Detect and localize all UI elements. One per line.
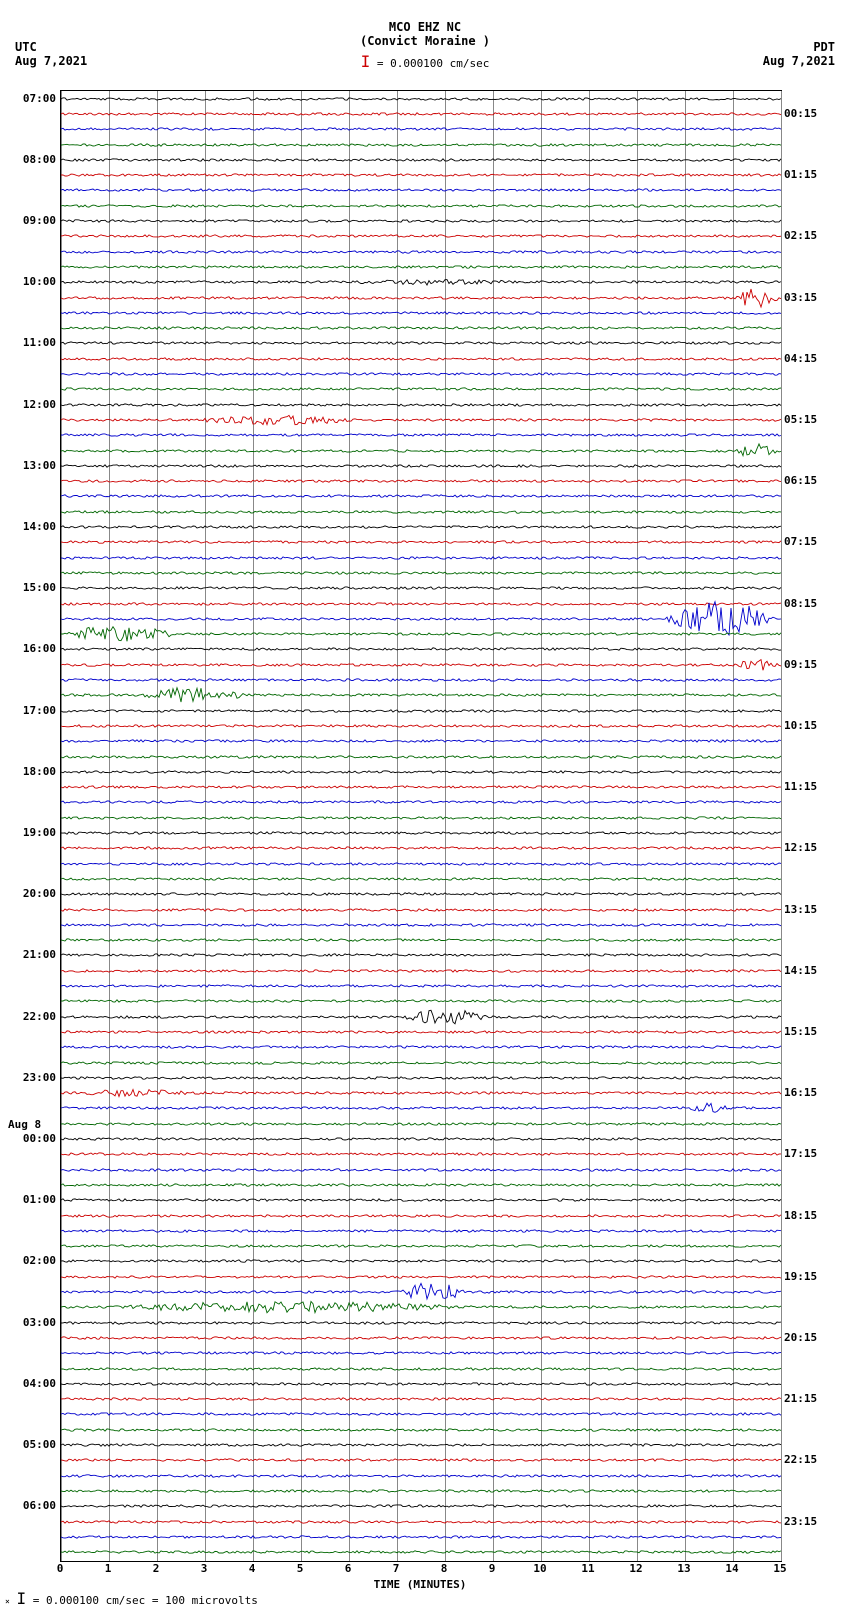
date-label: Aug 8 bbox=[8, 1118, 41, 1131]
time-label-utc: 17:00 bbox=[6, 704, 56, 717]
time-label-pdt: 13:15 bbox=[784, 903, 834, 916]
time-label-utc: 08:00 bbox=[6, 153, 56, 166]
time-label-pdt: 00:15 bbox=[784, 107, 834, 120]
time-label-utc: 06:00 bbox=[6, 1499, 56, 1512]
time-label-pdt: 11:15 bbox=[784, 780, 834, 793]
time-label-utc: 01:00 bbox=[6, 1193, 56, 1206]
x-tick: 2 bbox=[153, 1562, 160, 1575]
time-label-pdt: 14:15 bbox=[784, 964, 834, 977]
time-label-pdt: 23:15 bbox=[784, 1515, 834, 1528]
time-label-pdt: 08:15 bbox=[784, 597, 834, 610]
time-label-utc: 16:00 bbox=[6, 642, 56, 655]
x-tick: 14 bbox=[725, 1562, 738, 1575]
tz-right-date: Aug 7,2021 bbox=[763, 54, 835, 68]
x-tick: 4 bbox=[249, 1562, 256, 1575]
footer-scale: × I = 0.000100 cm/sec = 100 microvolts bbox=[5, 1589, 258, 1608]
time-label-utc: 22:00 bbox=[6, 1010, 56, 1023]
tz-left-date: Aug 7,2021 bbox=[15, 54, 87, 68]
timezone-right: PDT Aug 7,2021 bbox=[763, 40, 835, 68]
x-tick: 6 bbox=[345, 1562, 352, 1575]
x-tick: 11 bbox=[581, 1562, 594, 1575]
x-tick: 5 bbox=[297, 1562, 304, 1575]
time-label-pdt: 12:15 bbox=[784, 841, 834, 854]
time-label-utc: 07:00 bbox=[6, 92, 56, 105]
time-label-utc: 23:00 bbox=[6, 1071, 56, 1084]
time-label-pdt: 17:15 bbox=[784, 1147, 834, 1160]
station-title: MCO EHZ NC bbox=[0, 0, 850, 34]
x-tick: 8 bbox=[441, 1562, 448, 1575]
time-label-pdt: 20:15 bbox=[784, 1331, 834, 1344]
time-label-pdt: 21:15 bbox=[784, 1392, 834, 1405]
x-tick: 9 bbox=[489, 1562, 496, 1575]
helicorder-plot bbox=[60, 90, 782, 1562]
location-subtitle: (Convict Moraine ) bbox=[0, 34, 850, 48]
time-label-pdt: 18:15 bbox=[784, 1209, 834, 1222]
seismogram-container: MCO EHZ NC (Convict Moraine ) I = 0.0001… bbox=[0, 0, 850, 1613]
time-label-utc: 13:00 bbox=[6, 459, 56, 472]
time-label-pdt: 10:15 bbox=[784, 719, 834, 732]
x-tick: 13 bbox=[677, 1562, 690, 1575]
time-label-pdt: 06:15 bbox=[784, 474, 834, 487]
x-axis-title: TIME (MINUTES) bbox=[374, 1578, 467, 1591]
x-tick: 12 bbox=[629, 1562, 642, 1575]
tz-left-label: UTC bbox=[15, 40, 87, 54]
time-label-utc: 03:00 bbox=[6, 1316, 56, 1329]
x-tick: 0 bbox=[57, 1562, 64, 1575]
time-label-pdt: 07:15 bbox=[784, 535, 834, 548]
time-label-utc: 10:00 bbox=[6, 275, 56, 288]
x-tick: 15 bbox=[773, 1562, 786, 1575]
time-label-pdt: 02:15 bbox=[784, 229, 834, 242]
time-label-utc: 21:00 bbox=[6, 948, 56, 961]
time-label-pdt: 09:15 bbox=[784, 658, 834, 671]
time-label-pdt: 04:15 bbox=[784, 352, 834, 365]
time-label-pdt: 03:15 bbox=[784, 291, 834, 304]
time-label-utc: 11:00 bbox=[6, 336, 56, 349]
timezone-left: UTC Aug 7,2021 bbox=[15, 40, 87, 68]
time-label-utc: 00:00 bbox=[6, 1132, 56, 1145]
time-label-utc: 12:00 bbox=[6, 398, 56, 411]
time-label-pdt: 01:15 bbox=[784, 168, 834, 181]
time-label-utc: 02:00 bbox=[6, 1254, 56, 1267]
time-label-utc: 09:00 bbox=[6, 214, 56, 227]
x-axis: TIME (MINUTES) 0123456789101112131415 bbox=[60, 1560, 780, 1590]
time-label-utc: 15:00 bbox=[6, 581, 56, 594]
time-label-utc: 05:00 bbox=[6, 1438, 56, 1451]
time-label-pdt: 16:15 bbox=[784, 1086, 834, 1099]
time-label-pdt: 19:15 bbox=[784, 1270, 834, 1283]
time-label-utc: 19:00 bbox=[6, 826, 56, 839]
grid-line bbox=[781, 91, 782, 1561]
time-label-pdt: 15:15 bbox=[784, 1025, 834, 1038]
time-label-utc: 20:00 bbox=[6, 887, 56, 900]
time-label-utc: 18:00 bbox=[6, 765, 56, 778]
x-tick: 1 bbox=[105, 1562, 112, 1575]
time-label-pdt: 22:15 bbox=[784, 1453, 834, 1466]
time-label-utc: 04:00 bbox=[6, 1377, 56, 1390]
time-label-pdt: 05:15 bbox=[784, 413, 834, 426]
x-tick: 7 bbox=[393, 1562, 400, 1575]
x-tick: 10 bbox=[533, 1562, 546, 1575]
tz-right-label: PDT bbox=[763, 40, 835, 54]
x-tick: 3 bbox=[201, 1562, 208, 1575]
time-label-utc: 14:00 bbox=[6, 520, 56, 533]
